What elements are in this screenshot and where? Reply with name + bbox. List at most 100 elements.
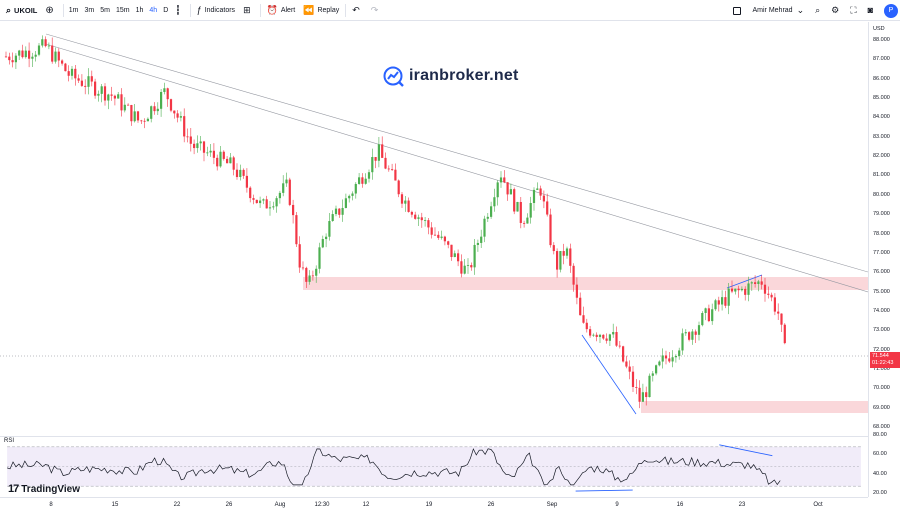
tradingview-mark-icon: 17 bbox=[8, 483, 19, 495]
price-tick: 76.000 bbox=[873, 269, 890, 276]
timeframe-1m[interactable]: 1m bbox=[68, 6, 79, 14]
price-tick: 68.000 bbox=[873, 424, 890, 430]
time-label: 26 bbox=[225, 502, 233, 508]
candle-body bbox=[384, 157, 387, 169]
candle-body bbox=[113, 95, 116, 99]
publish-button[interactable]: P bbox=[884, 3, 898, 18]
candle-body bbox=[655, 365, 658, 374]
candle-body bbox=[486, 216, 489, 219]
rsi-divergence-high bbox=[719, 444, 773, 457]
candle-body bbox=[8, 56, 11, 61]
timeframe-d[interactable]: D bbox=[163, 6, 169, 14]
candle-body bbox=[773, 297, 776, 312]
price-chart[interactable] bbox=[0, 22, 868, 435]
price-axis[interactable]: USD 88.000 87.000 86.000 85.000 84.000 83.000… bbox=[868, 22, 900, 497]
alert-button[interactable]: ⏰ Alert bbox=[263, 0, 300, 21]
timeframe-15m[interactable]: 15m bbox=[115, 6, 130, 14]
candle-body bbox=[493, 197, 496, 207]
candle-body bbox=[301, 267, 305, 269]
candle-body bbox=[466, 265, 470, 266]
candle-body bbox=[483, 218, 486, 237]
time-axis[interactable]: 8 15 22 26 Aug 12:30 12 19 26 Sep 9 16 23 Oct bbox=[0, 497, 868, 512]
price-tick: 82.000 bbox=[873, 153, 890, 160]
timeframe-3m[interactable]: 3m bbox=[84, 6, 95, 14]
candle-body bbox=[371, 157, 374, 173]
time-label: 22 bbox=[173, 502, 181, 508]
time-label: 15 bbox=[111, 502, 119, 508]
chart-type-button[interactable]: ┇ bbox=[171, 0, 187, 21]
candle-body bbox=[153, 106, 156, 112]
candle-body bbox=[678, 350, 681, 357]
candle-body bbox=[628, 366, 631, 372]
layouts-button[interactable]: ⊞ bbox=[239, 0, 258, 21]
candle-body bbox=[206, 152, 209, 154]
candle-body bbox=[704, 308, 707, 313]
user-menu[interactable]: Amir Mehrad ⌄ bbox=[749, 0, 812, 21]
price-tick: 81.000 bbox=[873, 172, 890, 179]
candle-body bbox=[565, 248, 569, 256]
indicators-button[interactable]: ƒ Indicators bbox=[193, 0, 239, 21]
candle-body bbox=[612, 332, 615, 335]
candle-body bbox=[298, 244, 301, 268]
candle-body bbox=[496, 182, 499, 198]
candle-body bbox=[364, 178, 367, 184]
snapshot-button[interactable]: ◙ bbox=[864, 0, 880, 21]
candle-body bbox=[684, 332, 687, 334]
candle-body bbox=[315, 268, 318, 276]
timeframe-1h[interactable]: 1h bbox=[135, 6, 144, 14]
candle-body bbox=[199, 141, 202, 144]
replay-button[interactable]: ⏪ Replay bbox=[299, 0, 343, 21]
undo-button[interactable]: ↶ bbox=[348, 0, 367, 21]
candle-body bbox=[645, 392, 648, 398]
settings-button[interactable]: ⚙ bbox=[827, 0, 846, 21]
compare-button[interactable]: ⊕ bbox=[41, 0, 60, 21]
candle-body bbox=[701, 312, 704, 326]
redo-button[interactable]: ↷ bbox=[367, 0, 386, 21]
candle-body bbox=[579, 297, 582, 316]
fullscreen-button[interactable]: ⛶ bbox=[846, 0, 863, 21]
timeframe-4h[interactable]: 4h bbox=[149, 6, 158, 14]
candle-body bbox=[110, 94, 113, 96]
candle-body bbox=[21, 50, 24, 58]
candle-body bbox=[64, 63, 67, 72]
candle-body bbox=[608, 334, 611, 341]
price-tick: 86.000 bbox=[873, 75, 890, 82]
candle-body bbox=[552, 245, 555, 252]
candle-body bbox=[470, 265, 473, 268]
timeframe-5m[interactable]: 5m bbox=[100, 6, 110, 14]
candle-body bbox=[668, 358, 671, 362]
candle-body bbox=[572, 265, 575, 285]
candle-body bbox=[523, 222, 526, 224]
candle-body bbox=[4, 56, 8, 58]
candle-body bbox=[651, 373, 654, 376]
support-zone bbox=[641, 401, 868, 413]
candle-body bbox=[94, 81, 97, 96]
quick-search-button[interactable]: ⌕ bbox=[811, 0, 827, 21]
candle-body bbox=[344, 198, 347, 208]
resistance-zone bbox=[303, 277, 868, 290]
symbol-search[interactable]: ⌕ UKOIL bbox=[0, 0, 41, 21]
rsi-pane[interactable] bbox=[0, 436, 868, 497]
candle-body bbox=[216, 157, 219, 167]
time-label: 9 bbox=[615, 502, 619, 508]
candle-body bbox=[219, 151, 222, 167]
candle-body bbox=[278, 192, 281, 199]
magnifier-icon: ⌕ bbox=[815, 5, 821, 15]
layout-checkbox[interactable] bbox=[732, 6, 741, 15]
candle-body bbox=[80, 80, 83, 86]
candle-body bbox=[506, 182, 509, 195]
candle-body bbox=[694, 331, 697, 335]
candle-body bbox=[11, 60, 14, 63]
candle-body bbox=[476, 242, 479, 245]
candle-body bbox=[509, 189, 512, 195]
indicators-label: Indicators bbox=[204, 6, 236, 14]
candle-body bbox=[562, 251, 565, 256]
candle-body bbox=[658, 361, 661, 366]
candle-body bbox=[605, 338, 608, 341]
candle-body bbox=[783, 324, 786, 344]
rsi-label[interactable]: RSI bbox=[4, 438, 15, 444]
candle-body bbox=[780, 313, 783, 325]
candle-body bbox=[166, 88, 169, 100]
tradingview-logo[interactable]: 17 TradingView bbox=[8, 483, 80, 495]
